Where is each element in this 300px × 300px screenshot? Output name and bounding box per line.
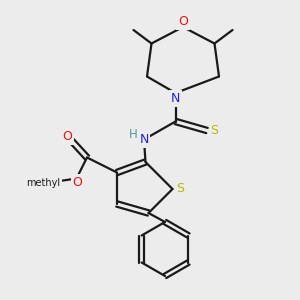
Text: methyl: methyl (26, 178, 61, 188)
Text: O: O (72, 176, 82, 189)
Text: H: H (129, 128, 138, 141)
Text: S: S (211, 124, 218, 137)
Text: N: N (139, 133, 149, 146)
Text: S: S (176, 182, 184, 196)
Text: O: O (178, 15, 188, 28)
Text: O: O (63, 130, 72, 143)
Text: N: N (171, 92, 180, 105)
